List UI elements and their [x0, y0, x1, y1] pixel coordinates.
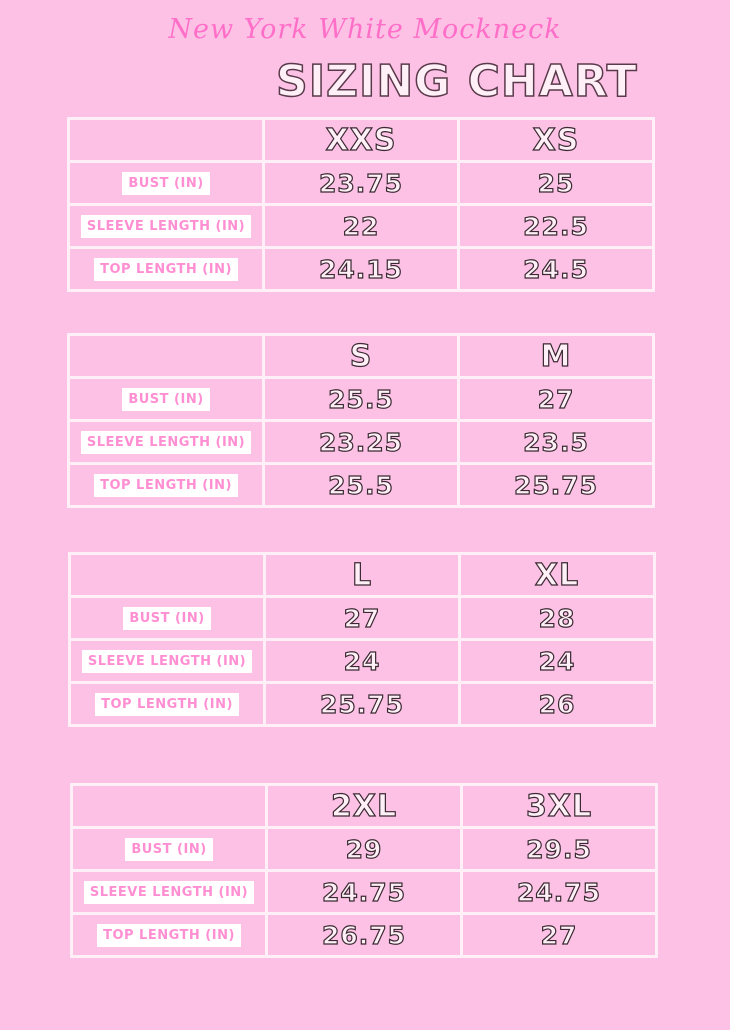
- size-header: XL: [458, 552, 656, 598]
- measurement-row: TOP LENGTH (IN) 24.15 24.5: [67, 246, 655, 292]
- measurement-value: 22: [262, 203, 460, 249]
- measurement-value: 25.5: [262, 376, 460, 422]
- measurement-row: SLEEVE LENGTH (IN) 24.75 24.75: [70, 869, 658, 915]
- empty-cell: [67, 333, 265, 379]
- measurement-value: 24.5: [457, 246, 655, 292]
- page-title: SIZING CHART: [275, 55, 638, 108]
- row-label-cell: SLEEVE LENGTH (IN): [70, 869, 268, 915]
- measurement-value: 23.25: [262, 419, 460, 465]
- size-table: XXS XS BUST (IN) 23.75 25 SLEEVE LENGTH (IN) 2…: [67, 117, 655, 292]
- measurement-value: 22.5: [457, 203, 655, 249]
- measurement-value: 26: [458, 681, 656, 727]
- size-header: XS: [457, 117, 655, 163]
- measurement-value: 27: [457, 376, 655, 422]
- size-header: XXS: [262, 117, 460, 163]
- size-header-row: 2XL 3XL: [70, 783, 658, 829]
- measurement-value: 25: [457, 160, 655, 206]
- measurement-row: TOP LENGTH (IN) 25.5 25.75: [67, 462, 655, 508]
- row-label: SLEEVE LENGTH (IN): [83, 880, 255, 904]
- measurement-row: TOP LENGTH (IN) 26.75 27: [70, 912, 658, 958]
- row-label: SLEEVE LENGTH (IN): [81, 649, 253, 673]
- size-header: L: [263, 552, 461, 598]
- measurement-value: 24.15: [262, 246, 460, 292]
- measurement-row: SLEEVE LENGTH (IN) 22 22.5: [67, 203, 655, 249]
- measurement-value: 25.75: [263, 681, 461, 727]
- measurement-row: TOP LENGTH (IN) 25.75 26: [68, 681, 656, 727]
- measurement-row: BUST (IN) 25.5 27: [67, 376, 655, 422]
- row-label-cell: TOP LENGTH (IN): [70, 912, 268, 958]
- size-table: L XL BUST (IN) 27 28 SLEEVE LENGTH (IN) 24 24 TO…: [68, 552, 656, 727]
- row-label: SLEEVE LENGTH (IN): [80, 214, 252, 238]
- size-header: 2XL: [265, 783, 463, 829]
- row-label-cell: SLEEVE LENGTH (IN): [67, 419, 265, 465]
- measurement-value: 23.75: [262, 160, 460, 206]
- size-table: 2XL 3XL BUST (IN) 29 29.5 SLEEVE LENGTH (IN) 2…: [70, 783, 658, 958]
- measurement-value: 28: [458, 595, 656, 641]
- row-label: TOP LENGTH (IN): [94, 473, 238, 497]
- row-label-cell: SLEEVE LENGTH (IN): [68, 638, 266, 684]
- row-label-cell: TOP LENGTH (IN): [67, 462, 265, 508]
- size-table: S M BUST (IN) 25.5 27 SLEEVE LENGTH (IN) 23.25…: [67, 333, 655, 508]
- row-label-cell: BUST (IN): [67, 376, 265, 422]
- row-label: BUST (IN): [122, 171, 210, 195]
- measurement-value: 24.75: [265, 869, 463, 915]
- row-label: BUST (IN): [123, 606, 211, 630]
- row-label: TOP LENGTH (IN): [97, 923, 241, 947]
- size-header-row: L XL: [68, 552, 656, 598]
- row-label: BUST (IN): [122, 387, 210, 411]
- measurement-row: SLEEVE LENGTH (IN) 23.25 23.5: [67, 419, 655, 465]
- size-header: 3XL: [460, 783, 658, 829]
- measurement-row: BUST (IN) 23.75 25: [67, 160, 655, 206]
- empty-cell: [70, 783, 268, 829]
- empty-cell: [68, 552, 266, 598]
- measurement-row: BUST (IN) 27 28: [68, 595, 656, 641]
- row-label: SLEEVE LENGTH (IN): [80, 430, 252, 454]
- row-label-cell: BUST (IN): [70, 826, 268, 872]
- measurement-value: 29.5: [460, 826, 658, 872]
- row-label: TOP LENGTH (IN): [95, 692, 239, 716]
- size-header: S: [262, 333, 460, 379]
- measurement-value: 24.75: [460, 869, 658, 915]
- size-header: M: [457, 333, 655, 379]
- row-label: TOP LENGTH (IN): [94, 257, 238, 281]
- measurement-value: 25.75: [457, 462, 655, 508]
- measurement-value: 27: [460, 912, 658, 958]
- row-label: BUST (IN): [125, 837, 213, 861]
- row-label-cell: TOP LENGTH (IN): [67, 246, 265, 292]
- measurement-value: 23.5: [457, 419, 655, 465]
- measurement-row: BUST (IN) 29 29.5: [70, 826, 658, 872]
- measurement-value: 25.5: [262, 462, 460, 508]
- measurement-value: 27: [263, 595, 461, 641]
- size-header-row: XXS XS: [67, 117, 655, 163]
- measurement-value: 26.75: [265, 912, 463, 958]
- row-label-cell: TOP LENGTH (IN): [68, 681, 266, 727]
- measurement-value: 24: [263, 638, 461, 684]
- row-label-cell: SLEEVE LENGTH (IN): [67, 203, 265, 249]
- measurement-value: 24: [458, 638, 656, 684]
- measurement-value: 29: [265, 826, 463, 872]
- row-label-cell: BUST (IN): [68, 595, 266, 641]
- measurement-row: SLEEVE LENGTH (IN) 24 24: [68, 638, 656, 684]
- row-label-cell: BUST (IN): [67, 160, 265, 206]
- product-subtitle: New York White Mockneck: [168, 14, 562, 45]
- empty-cell: [67, 117, 265, 163]
